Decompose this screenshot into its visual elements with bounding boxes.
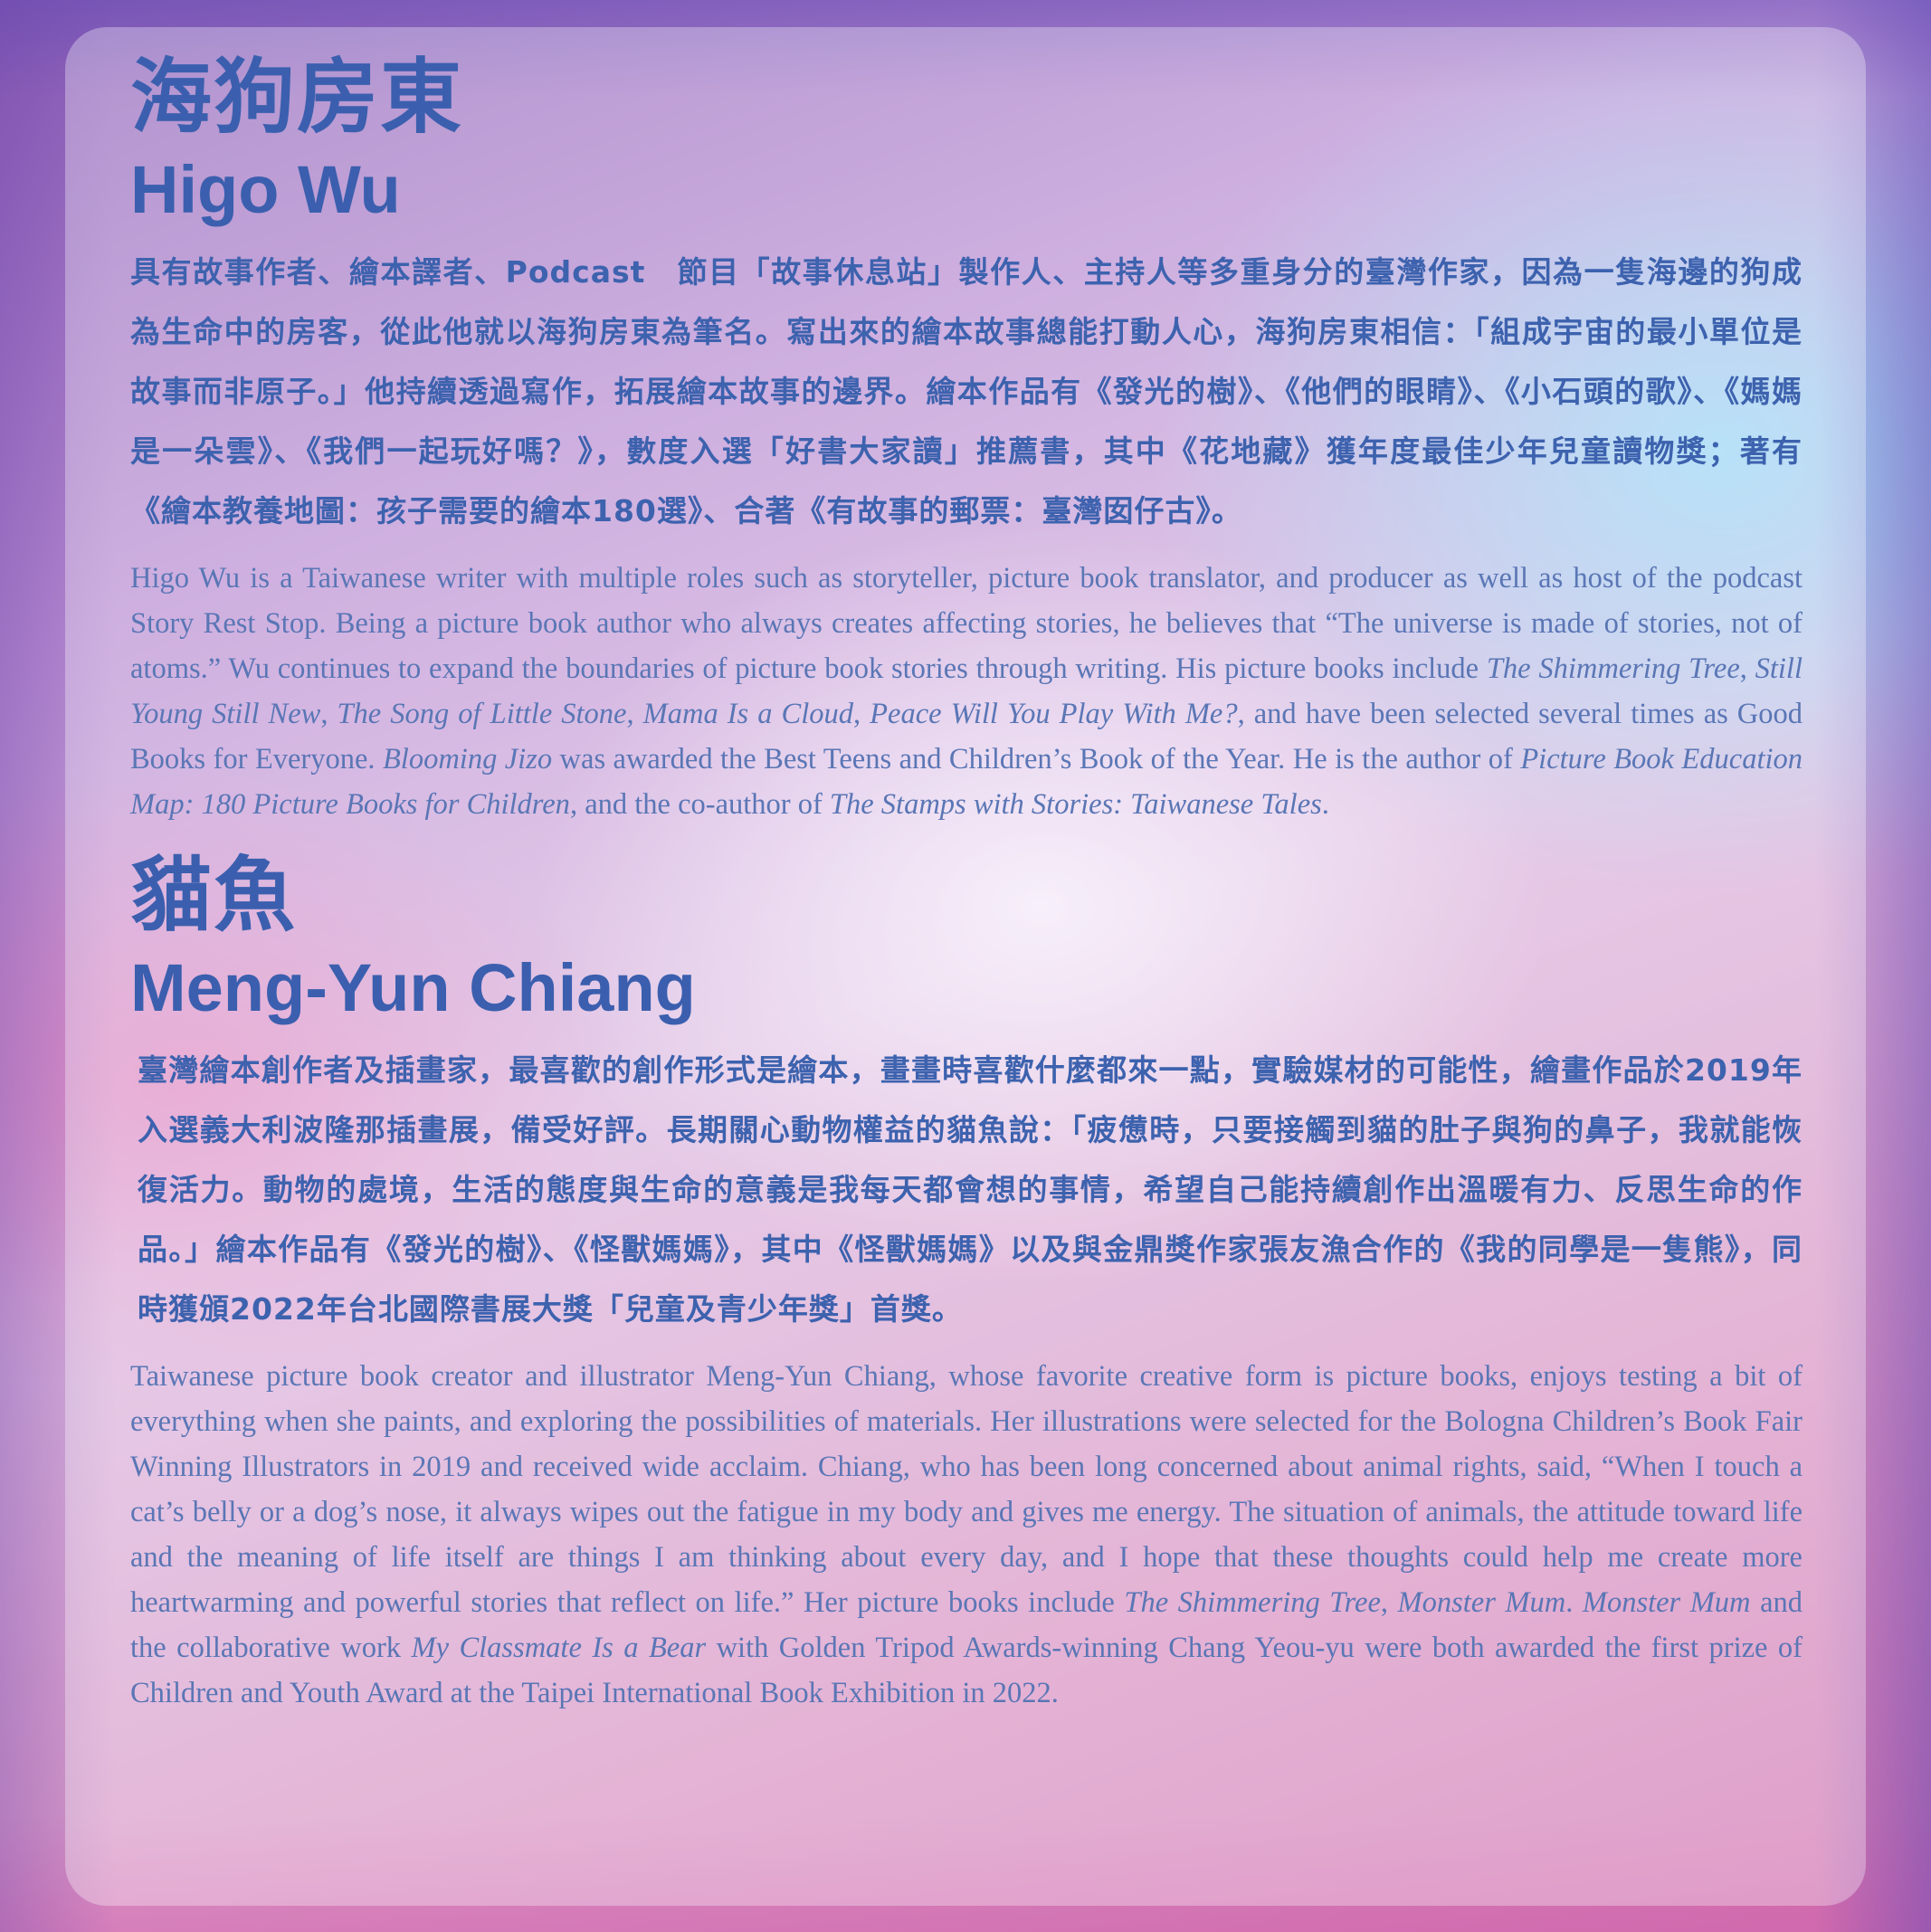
bio-text: . — [1565, 1586, 1583, 1619]
bio-text: , and have been selected several times a… — [130, 698, 1803, 776]
bio-text: and the collaborative work — [130, 1586, 1803, 1664]
bio-text: Taiwanese picture book creator and illus… — [130, 1360, 1803, 1619]
content-card: 海狗房東 Higo Wu 具有故事作者、繪本譯者、Podcast 節目「故事休息… — [65, 27, 1866, 1906]
book-title: The Shimmering Tree — [1486, 652, 1740, 685]
book-title: Peace Will You Play With Me? — [870, 698, 1238, 730]
book-title: Blooming Jizo — [382, 743, 553, 776]
book-title: The Shimmering Tree — [1124, 1586, 1381, 1619]
author-name-english: Meng-Yun Chiang — [130, 950, 696, 1025]
author-section-meng-yun-chiang: 貓魚 Meng-Yun Chiang 臺灣繪本創作者及插畫家，最喜歡的創作形式是… — [130, 851, 1803, 1716]
book-title: Still Young Still New — [130, 652, 1803, 730]
book-title: My Classmate Is a Bear — [411, 1632, 707, 1664]
author-bio-english: Taiwanese picture book creator and illus… — [130, 1354, 1803, 1716]
book-title: Mama Is a Cloud — [642, 698, 853, 730]
book-title: The Stamps with Stories: Taiwanese Tales — [829, 788, 1322, 821]
bio-text: , — [1380, 1586, 1398, 1619]
book-title: Monster Mum — [1582, 1586, 1751, 1619]
author-bio-english: Higo Wu is a Taiwanese writer with multi… — [130, 556, 1803, 827]
bio-text: . — [1321, 788, 1329, 821]
bio-text: , — [626, 698, 643, 730]
bio-text: , — [320, 698, 338, 730]
bio-text: , — [1739, 652, 1755, 685]
book-title: Picture Book Education Map: 180 Picture … — [130, 743, 1803, 821]
bio-text: , and the co-author of — [569, 788, 830, 821]
author-section-higo-wu: 海狗房東 Higo Wu 具有故事作者、繪本譯者、Podcast 節目「故事休息… — [130, 52, 1803, 827]
book-title: Monster Mum — [1397, 1586, 1566, 1619]
book-title: The Song of Little Stone — [337, 698, 627, 730]
author-name-english: Higo Wu — [130, 152, 401, 227]
bio-text: was awarded the Best Teens and Children’… — [552, 743, 1521, 776]
author-bio-chinese: 具有故事作者、繪本譯者、Podcast 節目「故事休息站」製作人、主持人等多重身… — [130, 254, 1803, 528]
author-bio-chinese: 臺灣繪本創作者及插畫家，最喜歡的創作形式是繪本，畫畫時喜歡什麼都來一點，實驗媒材… — [138, 1052, 1803, 1327]
bio-text: , — [853, 698, 870, 730]
author-name-chinese: 海狗房東 — [130, 50, 463, 145]
author-name-chinese: 貓魚 — [130, 848, 297, 943]
bio-text: with Golden Tripod Awards-winning Chang … — [130, 1632, 1803, 1709]
bio-text: Higo Wu is a Taiwanese writer with multi… — [130, 562, 1803, 685]
